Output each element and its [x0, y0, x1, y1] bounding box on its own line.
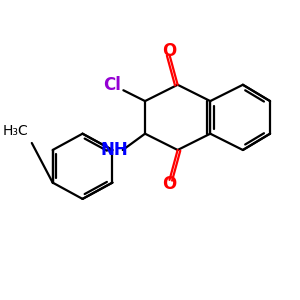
Text: O: O	[162, 42, 177, 60]
Text: H₃C: H₃C	[2, 124, 28, 138]
Text: NH: NH	[101, 141, 128, 159]
Text: Cl: Cl	[103, 76, 122, 94]
Text: O: O	[162, 175, 177, 193]
